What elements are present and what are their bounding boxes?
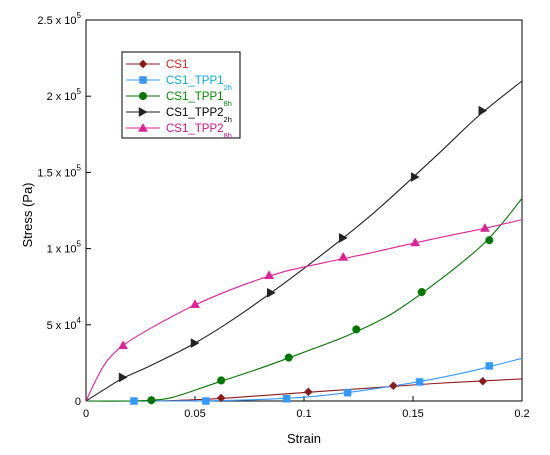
legend-label-cs1-tpp2-2h: CS1_TPP22h	[166, 107, 232, 124]
x-axis-ticks: 0 0.05 0.1 0.15 0.2	[83, 396, 530, 420]
data-point-cs1	[389, 381, 398, 391]
legend-label-subscript: 2h	[224, 115, 232, 124]
x-tick-label: 0.15	[402, 408, 423, 420]
legend-label-cs1-tpp1-2h: CS1_TPP12h	[166, 75, 232, 92]
data-point-cs1-tpp1-8h	[417, 287, 426, 297]
data-point-cs1-tpp2-8h	[410, 237, 421, 247]
data-point-cs1-tpp1-2h	[343, 388, 352, 397]
y-tick-mantissa: 1.5 x 10	[37, 167, 76, 179]
data-point-cs1-tpp1-2h	[202, 397, 210, 405]
data-point-cs1-tpp1-2h	[130, 397, 138, 405]
legend-label-main: CS1_TPP1	[166, 91, 224, 103]
legend-label-main: CS1	[166, 59, 188, 71]
legend-marker-cs1-tpp1-8h	[138, 91, 148, 101]
data-point-cs1-tpp2-2h	[190, 338, 200, 349]
data-point-cs1-tpp2-8h	[190, 299, 200, 308]
data-point-cs1-tpp2-8h	[264, 270, 275, 280]
x-tick-label: 0.1	[296, 408, 311, 420]
y-tick-label: 2 x 105	[47, 87, 82, 103]
y-tick-label: 2.5 x 105	[37, 11, 81, 27]
legend-label-subscript: 8h	[224, 99, 232, 108]
data-point-cs1	[304, 387, 313, 397]
y-tick-mantissa: 2 x 10	[47, 91, 77, 103]
data-point-cs1-tpp1-8h	[147, 396, 156, 405]
y-tick-exponent: 5	[77, 163, 82, 172]
y-tick-label: 1.5 x 105	[37, 163, 81, 179]
legend-marker-cs1	[138, 59, 148, 69]
legend-label-main: CS1_TPP2	[166, 107, 224, 119]
data-point-cs1-tpp1-2h	[485, 362, 494, 370]
data-point-cs1-tpp2-8h	[338, 251, 349, 261]
legend-label-cs1-tpp2-8h: CS1_TPP28h	[166, 123, 232, 140]
data-point-cs1-tpp1-8h	[352, 325, 361, 334]
legend-label-main: CS1_TPP1	[166, 75, 224, 87]
data-point-cs1-tpp1-8h	[284, 353, 293, 362]
y-tick-exponent: 5	[77, 240, 82, 249]
y-tick-mantissa: 5 x 10	[47, 320, 77, 332]
data-point-cs1-tpp2-2h	[118, 372, 128, 383]
x-tick-label: 0.05	[184, 408, 205, 420]
x-axis-title: Strain	[287, 431, 321, 446]
data-point-cs1-tpp1-8h	[485, 236, 494, 245]
legend-label-cs1: CS1	[166, 59, 188, 71]
data-point-cs1-tpp2-8h	[480, 223, 490, 232]
legend-marker-cs1-tpp2-8h	[138, 122, 148, 132]
y-tick-exponent: 5	[77, 11, 82, 20]
legend-marker-cs1-tpp1-2h	[139, 76, 147, 84]
y-tick-label: 0	[75, 396, 81, 408]
y-tick-mantissa: 2.5 x 10	[37, 15, 76, 27]
legend-marker-cs1-tpp2-2h	[138, 107, 148, 117]
legend-label-main: CS1_TPP2	[166, 123, 224, 135]
data-point-cs1-tpp2-8h	[118, 340, 128, 350]
legend-label-subscript: 8h	[224, 131, 232, 140]
y-tick-label: 1 x 105	[47, 240, 82, 256]
x-tick-label: 0	[83, 408, 89, 420]
data-point-cs1-tpp2-2h	[267, 287, 276, 298]
data-point-cs1-tpp2-2h	[478, 105, 488, 116]
data-point-cs1-tpp2-2h	[338, 233, 348, 243]
legend-label-cs1-tpp1-8h: CS1_TPP18h	[166, 91, 232, 108]
series-line-cs1-tpp2-8h	[85, 219, 523, 402]
data-point-cs1	[478, 376, 488, 386]
legend: CS1CS1_TPP12hCS1_TPP18hCS1_TPP22hCS1_TPP…	[121, 51, 241, 140]
data-point-cs1-tpp2-2h	[410, 172, 420, 182]
y-tick-exponent: 5	[77, 87, 82, 96]
legend-label-subscript: 2h	[224, 83, 232, 92]
data-point-cs1-tpp1-2h	[282, 394, 291, 403]
series-markers	[118, 105, 494, 405]
data-point-cs1-tpp1-2h	[415, 378, 424, 386]
y-tick-exponent: 4	[77, 316, 82, 325]
y-tick-mantissa: 1 x 10	[47, 244, 77, 256]
data-point-cs1	[216, 393, 226, 403]
series-line-cs1-tpp1-8h	[85, 197, 523, 402]
y-axis-title: Stress (Pa)	[20, 182, 35, 247]
data-point-cs1-tpp1-8h	[217, 376, 226, 385]
x-tick-label: 0.2	[514, 408, 529, 420]
y-tick-label: 5 x 104	[47, 316, 82, 332]
